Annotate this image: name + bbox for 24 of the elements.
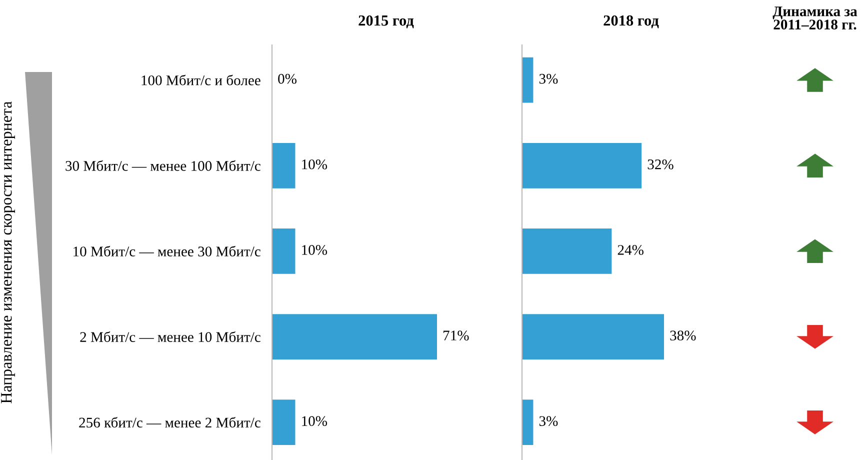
text: Динамика за 2011–2018 гг. [772, 6, 858, 30]
data-label: 0% [278, 74, 296, 84]
data-label: 10% [302, 159, 328, 170]
bar [522, 400, 534, 446]
chart-title: 2015 год [358, 15, 414, 28]
data-label: 24% [618, 245, 644, 255]
data-label: 10% [302, 245, 328, 255]
data-label: 3% [539, 416, 558, 426]
bar [522, 57, 534, 103]
y-tick-label: 10 Мбит/с — менее 30 Мбит/с [74, 246, 260, 256]
data-label: 10% [302, 416, 328, 426]
y-axis-title: Направление изменения скорости интернета [1, 101, 15, 404]
data-label: 32% [648, 159, 674, 170]
data-label: 3% [539, 74, 558, 84]
y-tick-label: 2 Мбит/с — менее 10 Мбит/с [80, 331, 260, 342]
data-label: 71% [444, 330, 469, 340]
bar [522, 142, 642, 188]
chart-title: 2018 год [604, 15, 659, 28]
y-tick-label: 100 Мбит/с и более [142, 74, 260, 86]
data-label: 38% [670, 330, 696, 340]
y-tick-label: 256 кбит/с — менее 2 Мбит/с [79, 416, 260, 428]
y-tick-label: 30 Мбит/с — менее 100 Мбит/с [66, 160, 260, 171]
bar [522, 314, 664, 360]
bar [522, 228, 612, 274]
